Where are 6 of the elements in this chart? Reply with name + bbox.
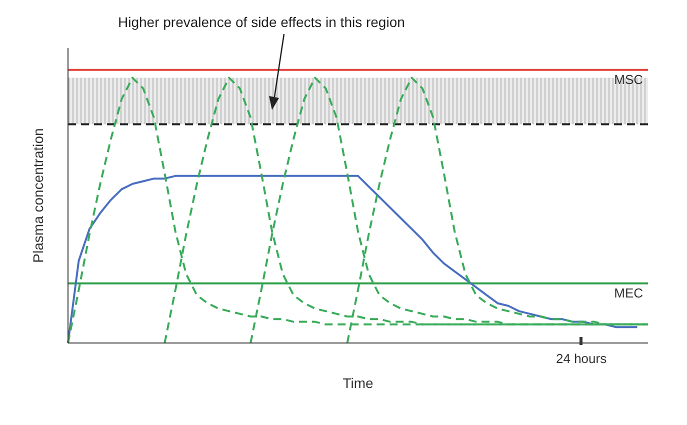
text: 24 hours bbox=[556, 351, 607, 366]
ref-line-label: MSC bbox=[614, 72, 643, 88]
y-axis-title: Plasma concentration bbox=[30, 128, 46, 263]
x-axis-title: Time bbox=[342, 375, 374, 391]
ref-line-label: MEC bbox=[614, 286, 643, 301]
text: Higher prevalence of side effects in this region bbox=[118, 14, 405, 30]
